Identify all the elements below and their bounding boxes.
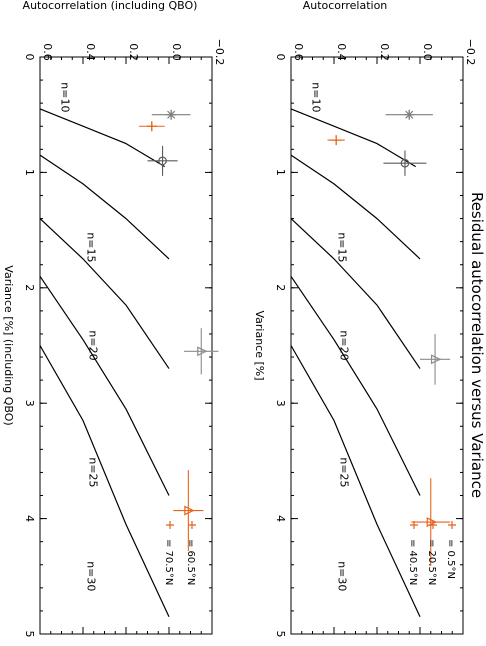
reference-curve	[290, 154, 421, 260]
autocorr-axis-label: Autocorrelation	[303, 0, 388, 12]
reference-curve-label: n=25	[337, 457, 350, 487]
asterisk-marker	[166, 109, 177, 120]
plus-marker	[410, 521, 418, 529]
variance-tick-label: 5	[274, 631, 287, 638]
plus-marker	[429, 521, 437, 529]
circle-marker	[158, 156, 167, 166]
autocorr-tick-label: 0.0	[421, 43, 434, 61]
plus-marker	[146, 121, 157, 132]
variance-tick-label: 1	[274, 169, 287, 176]
legend-entry: = 60.5°N	[185, 539, 196, 585]
variance-tick-label: 5	[23, 631, 36, 638]
reference-curve	[290, 275, 421, 496]
reference-curve	[39, 154, 170, 260]
reference-curve	[290, 345, 421, 617]
autocorr-tick-label: 0.6	[292, 43, 305, 61]
variance-tick-label: 0	[274, 54, 287, 61]
figure-title: Residual autocorrelation versus Variance	[468, 192, 486, 498]
plus-marker	[448, 521, 456, 529]
autocorr-tick-label: 0.4	[335, 43, 348, 61]
variance-tick-label: 3	[23, 400, 36, 407]
triangle-marker	[184, 505, 195, 516]
circle-marker	[400, 158, 410, 168]
variance-axis-label: Variance [%] (including QBO)	[2, 265, 15, 425]
autocorr-axis-label: Autocorrelation (including QBO)	[23, 0, 198, 12]
autocorr-tick-label: 0.2	[378, 43, 391, 61]
autocorr-tick-label: −0.2	[213, 39, 226, 66]
reference-curve-label: n=20	[337, 330, 350, 360]
legend-entry: = 70.5°N	[163, 539, 174, 585]
variance-tick-label: 2	[23, 284, 36, 291]
reference-curve	[290, 218, 421, 369]
reference-curve-label: n=20	[86, 330, 99, 360]
reference-curve-label: n=30	[335, 561, 348, 591]
reference-curve-label: n=30	[84, 561, 97, 591]
reference-curve-label: n=10	[310, 82, 323, 112]
reference-curve	[290, 108, 417, 168]
autocorr-tick-label: −0.2	[464, 39, 477, 66]
triangle-marker	[426, 517, 438, 528]
autocorr-tick-label: 0.6	[41, 43, 54, 61]
legend-entry: = 40.5°N	[407, 539, 418, 585]
variance-tick-label: 1	[23, 169, 36, 176]
reference-curve-label: n=15	[84, 232, 97, 262]
panel-residual: −0.2 0.0 0.2 0.4 0.6 0 1 2 3 4 5 Autocorrelation Var…	[253, 0, 477, 638]
variance-axis-label: Variance [%]	[253, 310, 266, 380]
reference-curve	[39, 345, 170, 617]
variance-tick-label: 2	[274, 284, 287, 291]
legend-entry: = 0.5°N	[445, 539, 456, 579]
variance-tick-label: 3	[274, 400, 287, 407]
variance-tick-label: 4	[274, 515, 287, 522]
triangle-marker	[430, 354, 442, 365]
reference-curve	[39, 218, 170, 369]
reference-curve	[39, 275, 170, 496]
plus-marker	[331, 135, 342, 146]
panel-including-qbo: −0.2 0.0 0.2 0.4 0.6 0 1 2 3 4 5 Autocorrelation (i…	[2, 0, 226, 638]
variance-tick-label: 0	[23, 54, 36, 61]
reference-curve	[39, 108, 166, 168]
triangle-marker	[197, 346, 208, 357]
plus-marker	[166, 521, 174, 529]
plus-marker	[188, 521, 196, 529]
asterisk-marker	[404, 109, 415, 120]
reference-curve-label: n=10	[59, 82, 72, 112]
autocorr-tick-label: 0.0	[170, 43, 183, 61]
autocorr-tick-label: 0.2	[127, 43, 140, 61]
variance-tick-label: 4	[23, 515, 36, 522]
reference-curve-label: n=15	[335, 232, 348, 262]
autocorr-tick-label: 0.4	[84, 43, 97, 61]
reference-curve-label: n=25	[86, 457, 99, 487]
legend-entry: = 20.5°N	[426, 539, 437, 585]
